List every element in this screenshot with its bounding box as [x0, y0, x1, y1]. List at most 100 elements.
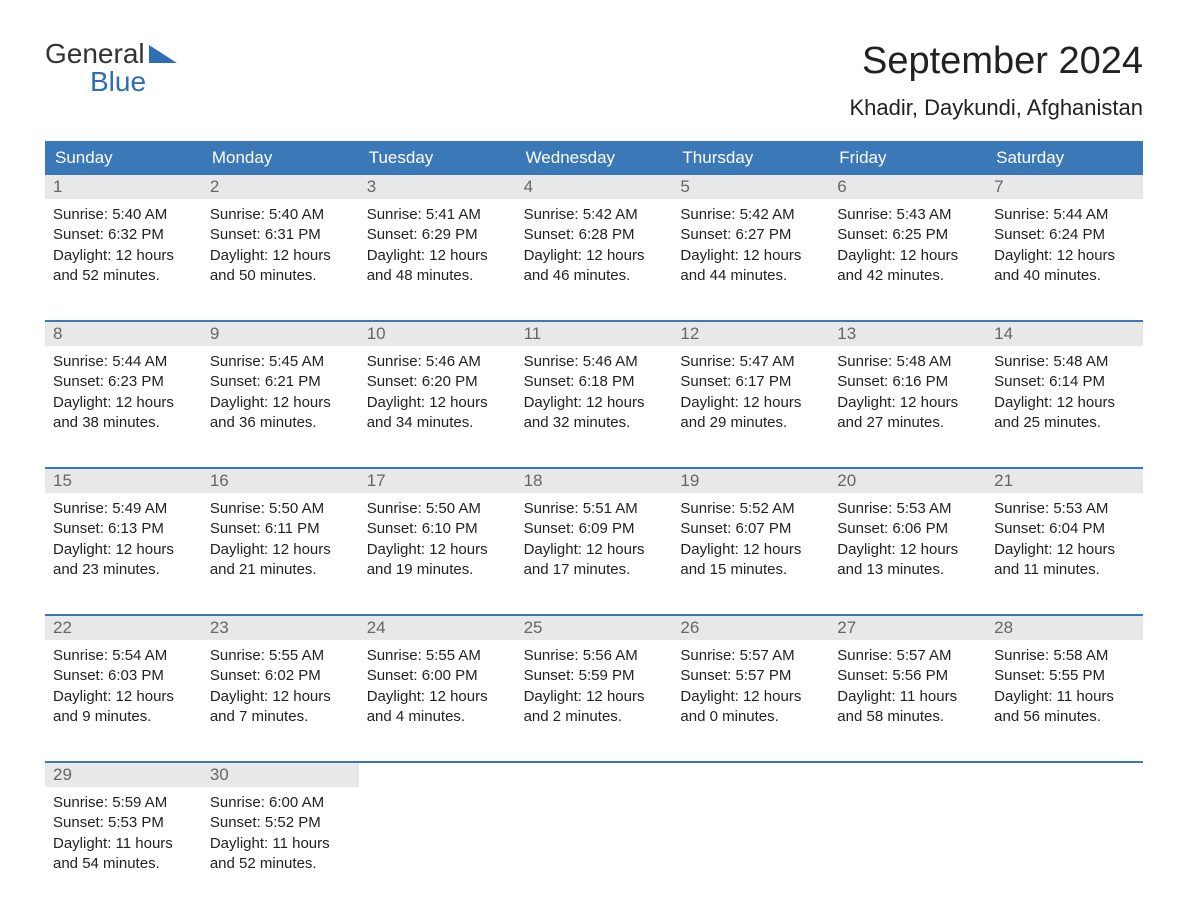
day-header-tuesday: Tuesday [359, 141, 516, 175]
daylight-text-1: Daylight: 11 hours [837, 687, 978, 707]
daylight-text-2: and 58 minutes. [837, 707, 978, 727]
day-number: 11 [516, 322, 673, 346]
daylight-text-1: Daylight: 12 hours [367, 393, 508, 413]
sunset-text: Sunset: 6:32 PM [53, 225, 194, 245]
day-number: 2 [202, 175, 359, 199]
sunrise-text: Sunrise: 5:57 AM [680, 646, 821, 666]
day-cell [829, 763, 986, 880]
daylight-text-2: and 21 minutes. [210, 560, 351, 580]
sunset-text: Sunset: 6:28 PM [524, 225, 665, 245]
day-number: 5 [672, 175, 829, 199]
day-cell: 23Sunrise: 5:55 AMSunset: 6:02 PMDayligh… [202, 616, 359, 733]
day-cell: 10Sunrise: 5:46 AMSunset: 6:20 PMDayligh… [359, 322, 516, 439]
daylight-text-2: and 34 minutes. [367, 413, 508, 433]
day-cell: 17Sunrise: 5:50 AMSunset: 6:10 PMDayligh… [359, 469, 516, 586]
day-cell: 5Sunrise: 5:42 AMSunset: 6:27 PMDaylight… [672, 175, 829, 292]
sunset-text: Sunset: 6:16 PM [837, 372, 978, 392]
day-cell: 28Sunrise: 5:58 AMSunset: 5:55 PMDayligh… [986, 616, 1143, 733]
day-cell: 8Sunrise: 5:44 AMSunset: 6:23 PMDaylight… [45, 322, 202, 439]
sunrise-text: Sunrise: 5:48 AM [837, 352, 978, 372]
day-cell: 26Sunrise: 5:57 AMSunset: 5:57 PMDayligh… [672, 616, 829, 733]
daylight-text-1: Daylight: 12 hours [994, 246, 1135, 266]
sunset-text: Sunset: 6:31 PM [210, 225, 351, 245]
sunset-text: Sunset: 6:21 PM [210, 372, 351, 392]
day-content: Sunrise: 5:49 AMSunset: 6:13 PMDaylight:… [45, 493, 202, 586]
sunset-text: Sunset: 5:52 PM [210, 813, 351, 833]
sunrise-text: Sunrise: 5:55 AM [210, 646, 351, 666]
title-block: September 2024 Khadir, Daykundi, Afghani… [849, 40, 1143, 121]
sunset-text: Sunset: 6:07 PM [680, 519, 821, 539]
sunset-text: Sunset: 6:14 PM [994, 372, 1135, 392]
logo-text-general: General [45, 40, 145, 68]
daylight-text-1: Daylight: 11 hours [53, 834, 194, 854]
day-number: 20 [829, 469, 986, 493]
day-content: Sunrise: 5:56 AMSunset: 5:59 PMDaylight:… [516, 640, 673, 733]
day-number: 7 [986, 175, 1143, 199]
daylight-text-1: Daylight: 12 hours [53, 246, 194, 266]
daylight-text-1: Daylight: 12 hours [367, 540, 508, 560]
weeks-container: 1Sunrise: 5:40 AMSunset: 6:32 PMDaylight… [45, 175, 1143, 880]
day-content: Sunrise: 5:53 AMSunset: 6:06 PMDaylight:… [829, 493, 986, 586]
week-row: 15Sunrise: 5:49 AMSunset: 6:13 PMDayligh… [45, 467, 1143, 586]
day-cell: 9Sunrise: 5:45 AMSunset: 6:21 PMDaylight… [202, 322, 359, 439]
day-number: 24 [359, 616, 516, 640]
sunset-text: Sunset: 6:09 PM [524, 519, 665, 539]
sunrise-text: Sunrise: 5:46 AM [367, 352, 508, 372]
day-header-saturday: Saturday [986, 141, 1143, 175]
daylight-text-2: and 15 minutes. [680, 560, 821, 580]
day-header-monday: Monday [202, 141, 359, 175]
sunset-text: Sunset: 6:27 PM [680, 225, 821, 245]
sunrise-text: Sunrise: 5:45 AM [210, 352, 351, 372]
calendar: Sunday Monday Tuesday Wednesday Thursday… [45, 141, 1143, 880]
daylight-text-1: Daylight: 12 hours [53, 687, 194, 707]
sunrise-text: Sunrise: 5:54 AM [53, 646, 194, 666]
day-cell [359, 763, 516, 880]
day-number: 1 [45, 175, 202, 199]
day-number: 16 [202, 469, 359, 493]
week-row: 22Sunrise: 5:54 AMSunset: 6:03 PMDayligh… [45, 614, 1143, 733]
day-content: Sunrise: 5:46 AMSunset: 6:18 PMDaylight:… [516, 346, 673, 439]
week-row: 29Sunrise: 5:59 AMSunset: 5:53 PMDayligh… [45, 761, 1143, 880]
day-content: Sunrise: 5:48 AMSunset: 6:14 PMDaylight:… [986, 346, 1143, 439]
day-cell: 13Sunrise: 5:48 AMSunset: 6:16 PMDayligh… [829, 322, 986, 439]
day-content: Sunrise: 5:55 AMSunset: 6:02 PMDaylight:… [202, 640, 359, 733]
day-number: 8 [45, 322, 202, 346]
daylight-text-2: and 48 minutes. [367, 266, 508, 286]
daylight-text-2: and 25 minutes. [994, 413, 1135, 433]
daylight-text-2: and 38 minutes. [53, 413, 194, 433]
sunset-text: Sunset: 6:00 PM [367, 666, 508, 686]
day-number: 26 [672, 616, 829, 640]
daylight-text-2: and 36 minutes. [210, 413, 351, 433]
sunset-text: Sunset: 6:11 PM [210, 519, 351, 539]
daylight-text-1: Daylight: 12 hours [524, 246, 665, 266]
day-content: Sunrise: 5:40 AMSunset: 6:32 PMDaylight:… [45, 199, 202, 292]
sunrise-text: Sunrise: 5:48 AM [994, 352, 1135, 372]
day-number: 9 [202, 322, 359, 346]
day-content: Sunrise: 5:50 AMSunset: 6:10 PMDaylight:… [359, 493, 516, 586]
daylight-text-2: and 50 minutes. [210, 266, 351, 286]
sunset-text: Sunset: 5:56 PM [837, 666, 978, 686]
day-number: 4 [516, 175, 673, 199]
daylight-text-2: and 13 minutes. [837, 560, 978, 580]
daylight-text-2: and 9 minutes. [53, 707, 194, 727]
sunrise-text: Sunrise: 5:42 AM [680, 205, 821, 225]
day-number: 14 [986, 322, 1143, 346]
sunrise-text: Sunrise: 5:56 AM [524, 646, 665, 666]
sunrise-text: Sunrise: 5:59 AM [53, 793, 194, 813]
daylight-text-2: and 17 minutes. [524, 560, 665, 580]
day-number: 10 [359, 322, 516, 346]
sunrise-text: Sunrise: 5:43 AM [837, 205, 978, 225]
daylight-text-2: and 7 minutes. [210, 707, 351, 727]
logo-top-row: General [45, 40, 177, 68]
day-cell: 22Sunrise: 5:54 AMSunset: 6:03 PMDayligh… [45, 616, 202, 733]
daylight-text-2: and 27 minutes. [837, 413, 978, 433]
day-cell: 11Sunrise: 5:46 AMSunset: 6:18 PMDayligh… [516, 322, 673, 439]
location-text: Khadir, Daykundi, Afghanistan [849, 95, 1143, 121]
sunrise-text: Sunrise: 5:40 AM [53, 205, 194, 225]
sunrise-text: Sunrise: 5:47 AM [680, 352, 821, 372]
sunrise-text: Sunrise: 5:50 AM [210, 499, 351, 519]
week-row: 8Sunrise: 5:44 AMSunset: 6:23 PMDaylight… [45, 320, 1143, 439]
day-number: 17 [359, 469, 516, 493]
sunrise-text: Sunrise: 5:41 AM [367, 205, 508, 225]
day-number: 13 [829, 322, 986, 346]
